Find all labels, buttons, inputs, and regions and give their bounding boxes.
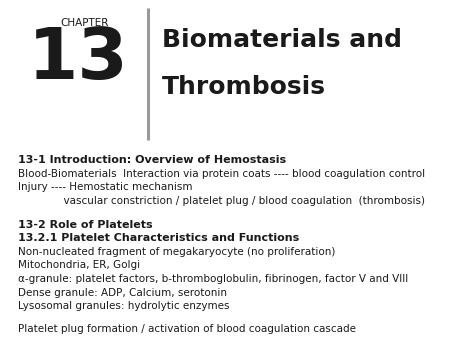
Text: Non-nucleated fragment of megakaryocyte (no proliferation): Non-nucleated fragment of megakaryocyte … bbox=[18, 247, 335, 257]
Text: α-granule: platelet factors, b-thromboglobulin, fibrinogen, factor V and VIII: α-granule: platelet factors, b-thrombogl… bbox=[18, 274, 408, 284]
Text: Lysosomal granules: hydrolytic enzymes: Lysosomal granules: hydrolytic enzymes bbox=[18, 301, 230, 311]
Text: 13-2 Role of Platelets: 13-2 Role of Platelets bbox=[18, 219, 153, 230]
Text: Platelet plug formation / activation of blood coagulation cascade: Platelet plug formation / activation of … bbox=[18, 324, 356, 335]
Text: 13-1 Introduction: Overview of Hemostasis: 13-1 Introduction: Overview of Hemostasi… bbox=[18, 155, 286, 165]
Text: Biomaterials and: Biomaterials and bbox=[162, 28, 402, 52]
Text: vascular constriction / platelet plug / blood coagulation  (thrombosis): vascular constriction / platelet plug / … bbox=[18, 196, 425, 206]
Text: Thrombosis: Thrombosis bbox=[162, 75, 326, 99]
Text: Blood-Biomaterials  Interaction via protein coats ---- blood coagulation control: Blood-Biomaterials Interaction via prote… bbox=[18, 169, 425, 179]
Text: Dense granule: ADP, Calcium, serotonin: Dense granule: ADP, Calcium, serotonin bbox=[18, 288, 227, 297]
Text: 13: 13 bbox=[27, 25, 128, 94]
Text: CHAPTER: CHAPTER bbox=[60, 18, 108, 28]
Text: Injury ---- Hemostatic mechanism: Injury ---- Hemostatic mechanism bbox=[18, 183, 193, 193]
Text: 13.2.1 Platelet Characteristics and Functions: 13.2.1 Platelet Characteristics and Func… bbox=[18, 233, 299, 243]
Text: Mitochondria, ER, Golgi: Mitochondria, ER, Golgi bbox=[18, 261, 140, 270]
